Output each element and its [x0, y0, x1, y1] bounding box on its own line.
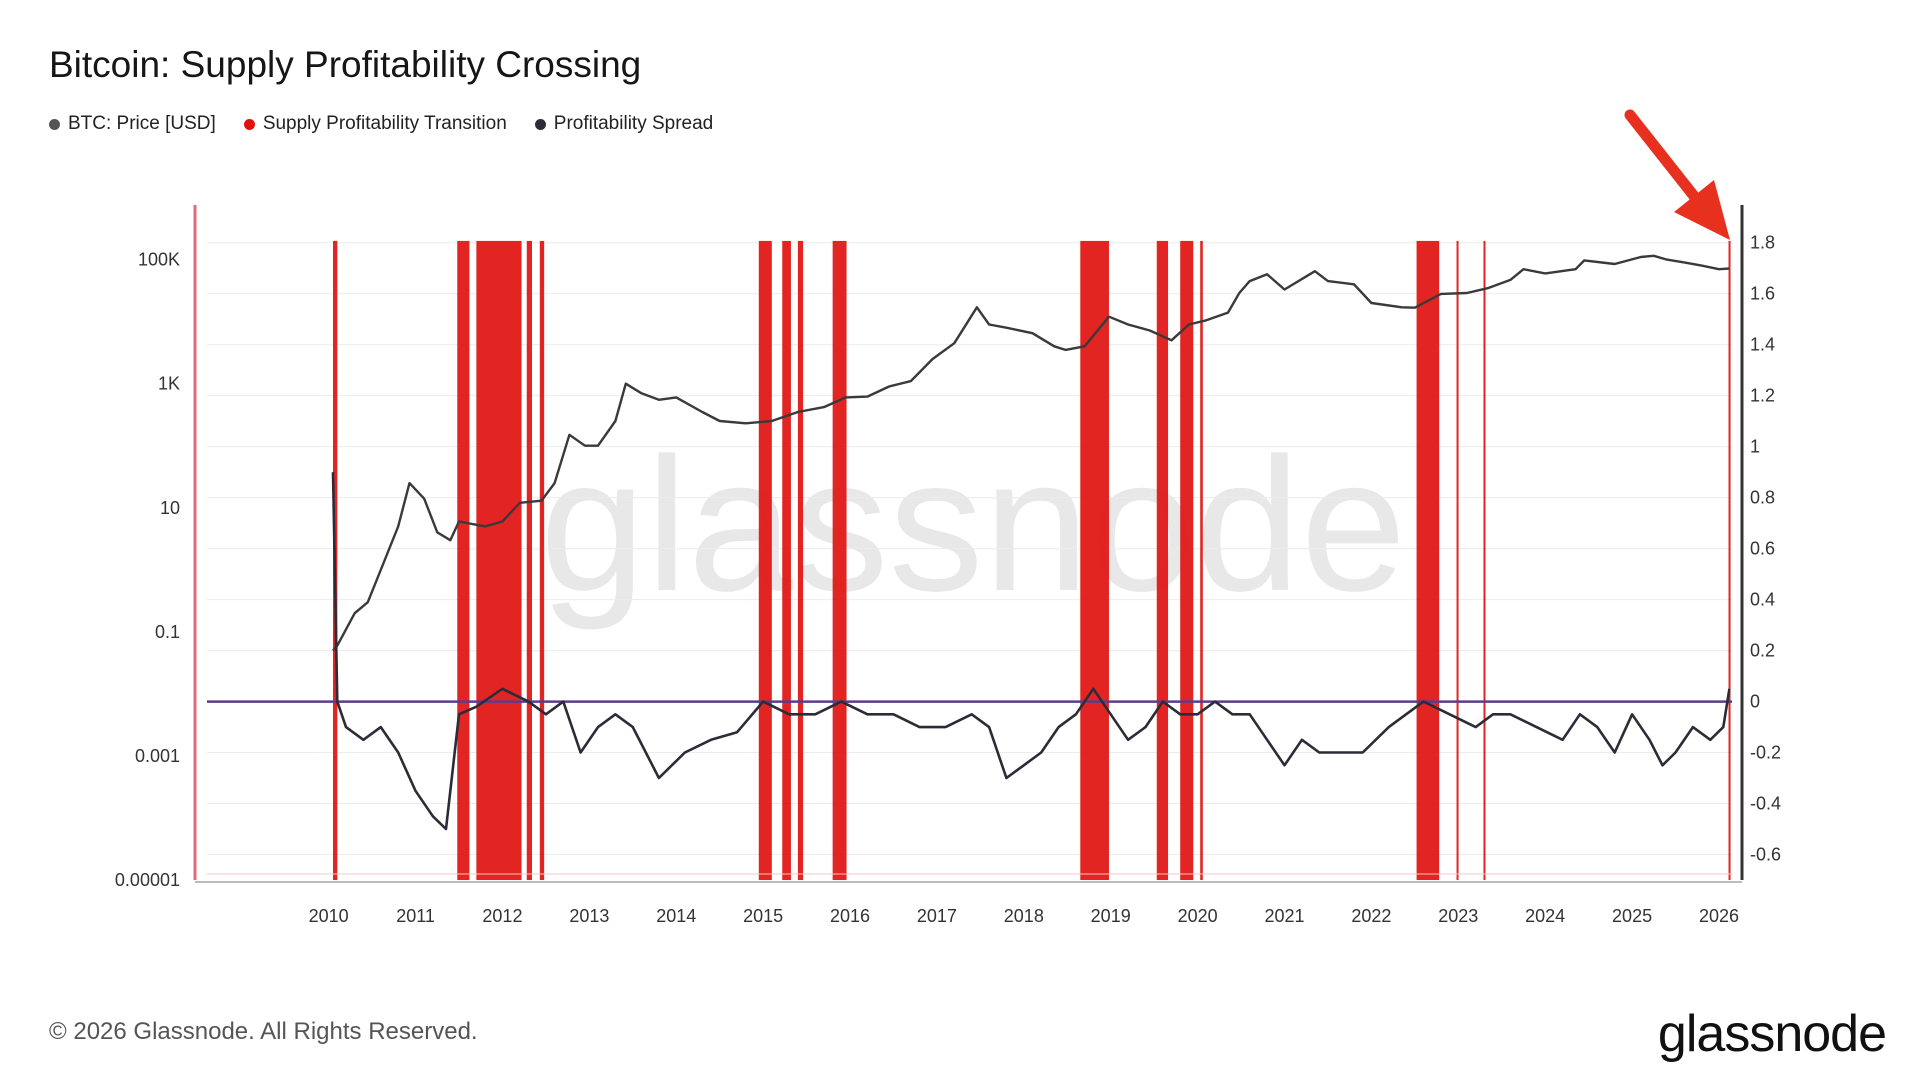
legend-item-price[interactable]: BTC: Price [USD] [49, 113, 216, 135]
right-tick-label: 0.2 [1750, 641, 1775, 661]
x-tick-label: 2020 [1178, 906, 1218, 926]
legend: BTC: Price [USD] Supply Profitability Tr… [49, 113, 713, 135]
transition-band [832, 240, 847, 881]
series-lines [207, 254, 1732, 831]
x-tick-label: 2019 [1091, 906, 1131, 926]
legend-label: BTC: Price [USD] [68, 113, 216, 134]
transition-band [782, 240, 791, 881]
transition-band [1456, 240, 1459, 881]
transition-band [1180, 240, 1194, 881]
transition-bands [332, 240, 1731, 881]
x-tick-label: 2022 [1351, 906, 1391, 926]
x-tick-label: 2026 [1699, 906, 1739, 926]
legend-dot-icon [534, 118, 546, 130]
right-tick-label: 0.8 [1750, 488, 1775, 508]
right-tick-label: 1.8 [1750, 233, 1775, 253]
spread-series-line [331, 472, 1731, 831]
left-tick-label: 0.1 [155, 622, 180, 642]
right-tick-label: 0.6 [1750, 539, 1775, 559]
transition-band [1728, 240, 1731, 881]
right-tick-label: 1.2 [1750, 386, 1775, 406]
x-tick-label: 2021 [1264, 906, 1304, 926]
transition-band [1156, 240, 1169, 881]
axes: 1.8 1.6 1.4 1.2 1 0.8 0.6 0.4 0.2 0 -0.2 -0.4 -0.6 0.… [115, 205, 1781, 926]
transition-band [797, 240, 804, 881]
x-tick-label: 2013 [569, 906, 609, 926]
copyright-notice: © 2026 Glassnode. All Rights Reserved. [49, 1018, 478, 1045]
left-tick-label: 0.001 [135, 746, 180, 766]
price-series-line [332, 254, 1730, 652]
transition-band [457, 240, 470, 881]
x-tick-label: 2016 [830, 906, 870, 926]
x-tick-label: 2025 [1612, 906, 1652, 926]
transition-band [476, 240, 522, 881]
x-tick-label: 2018 [1004, 906, 1044, 926]
transition-band [1483, 240, 1486, 881]
transition-band [1080, 240, 1109, 881]
right-tick-label: -0.4 [1750, 794, 1781, 814]
x-tick-label: 2011 [396, 906, 435, 926]
left-tick-label: 10 [160, 498, 180, 518]
left-tick-label: 1K [158, 374, 180, 394]
watermark: glassnode [540, 419, 1406, 631]
right-tick-label: 0 [1750, 692, 1760, 712]
brand-logo: glassnode [1657, 1005, 1887, 1063]
right-tick-label: 1 [1750, 437, 1760, 457]
left-tick-label: 100K [138, 250, 180, 270]
x-tick-label: 2012 [482, 906, 522, 926]
transition-band [1200, 240, 1203, 881]
left-tick-label: 0.00001 [115, 870, 180, 890]
transition-band [539, 240, 545, 881]
right-tick-label: 0.4 [1750, 590, 1775, 610]
x-tick-label: 2017 [917, 906, 957, 926]
transition-band [758, 240, 772, 881]
right-tick-label: -0.6 [1750, 845, 1781, 865]
x-tick-label: 2010 [309, 906, 349, 926]
legend-item-spread[interactable]: Profitability Spread [534, 113, 714, 135]
x-tick-label: 2014 [656, 906, 696, 926]
right-tick-label: 1.4 [1750, 335, 1775, 355]
chart-title: Bitcoin: Supply Profitability Crossing [49, 44, 642, 85]
x-tick-label: 2023 [1438, 906, 1478, 926]
x-tick-label: 2015 [743, 906, 783, 926]
right-tick-label: -0.2 [1750, 743, 1781, 763]
legend-item-transition[interactable]: Supply Profitability Transition [243, 113, 507, 135]
transition-band [1416, 240, 1440, 881]
right-tick-label: 1.6 [1750, 284, 1775, 304]
legend-dot-icon [243, 118, 255, 130]
legend-dot-icon [49, 118, 60, 130]
legend-label: Profitability Spread [553, 113, 714, 134]
annotation-arrow-icon [1624, 109, 1730, 240]
x-tick-label: 2024 [1525, 906, 1565, 926]
transition-band [526, 240, 532, 881]
gridlines [207, 242, 1732, 856]
legend-label: Supply Profitability Transition [262, 113, 507, 134]
